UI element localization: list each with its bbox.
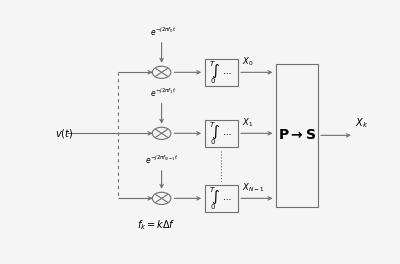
Text: $\cdots$: $\cdots$ xyxy=(222,128,231,137)
Text: 0: 0 xyxy=(211,78,215,84)
Text: $X_1$: $X_1$ xyxy=(242,116,254,129)
Text: $X_k$: $X_k$ xyxy=(355,116,368,130)
Text: $\int$: $\int$ xyxy=(211,188,220,206)
Text: $\int$: $\int$ xyxy=(211,123,220,141)
Text: $X_0$: $X_0$ xyxy=(242,55,254,68)
Text: $e^{-j2\pi f_1 t}$: $e^{-j2\pi f_1 t}$ xyxy=(150,86,176,99)
Text: $f_k = k\Delta f$: $f_k = k\Delta f$ xyxy=(137,218,176,232)
Text: $\mathbf{P{\to}S}$: $\mathbf{P{\to}S}$ xyxy=(278,128,316,142)
Text: $\int$: $\int$ xyxy=(211,62,220,80)
Text: 0: 0 xyxy=(211,139,215,145)
Text: T: T xyxy=(210,62,214,67)
Text: $v(t)$: $v(t)$ xyxy=(55,127,73,140)
Text: T: T xyxy=(210,187,214,194)
Text: T: T xyxy=(210,122,214,128)
Text: 0: 0 xyxy=(211,204,215,210)
Bar xyxy=(276,64,318,206)
Text: $e^{-j2\pi f_0 t}$: $e^{-j2\pi f_0 t}$ xyxy=(150,25,176,38)
Text: $X_{N-1}$: $X_{N-1}$ xyxy=(242,181,265,194)
Bar xyxy=(205,120,238,147)
Text: $\cdots$: $\cdots$ xyxy=(222,193,231,202)
Bar xyxy=(205,185,238,211)
Bar xyxy=(205,59,238,86)
Text: $\cdots$: $\cdots$ xyxy=(222,67,231,76)
Text: $e^{-j2\pi f_{N-1} t}$: $e^{-j2\pi f_{N-1} t}$ xyxy=(145,153,178,166)
